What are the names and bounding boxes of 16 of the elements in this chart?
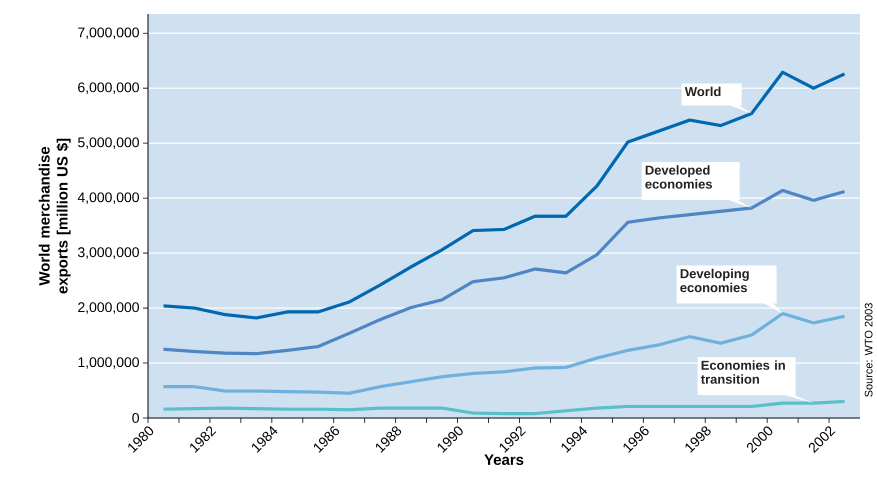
y-tick-label: 5,000,000 [78,137,139,149]
x-axis-title: Years [484,454,524,465]
y-tick-label: 2,000,000 [78,302,139,314]
source-note: Source: WTO 2003 [864,303,872,397]
y-axis-title: World merchandise exports [million US $] [38,138,71,294]
y-tick-label: 3,000,000 [78,247,139,259]
y-tick-label: 0 [132,413,139,423]
y-tick-label: 4,000,000 [78,192,139,204]
text: Developing economies [680,268,749,292]
series-label: Developed economies [645,165,712,189]
y-tick-label: 6,000,000 [78,82,139,94]
line-series [162,70,846,320]
series-label: Economies in transition [700,360,785,384]
y-tick-label: 7,000,000 [78,27,139,39]
series-label: World [684,86,720,96]
y-tick-label: 1,000,000 [78,357,139,369]
